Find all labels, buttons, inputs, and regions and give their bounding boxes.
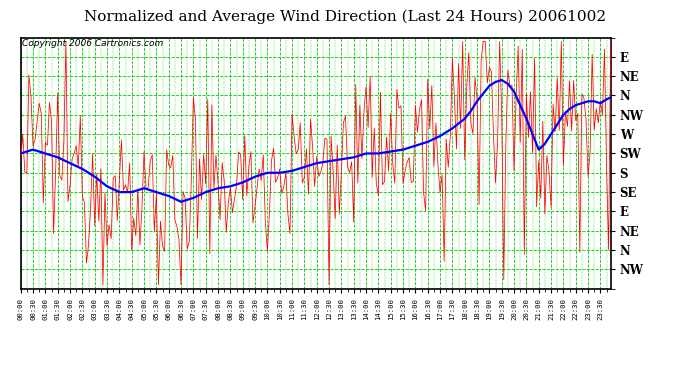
Text: Copyright 2006 Cartronics.com: Copyright 2006 Cartronics.com: [23, 39, 164, 48]
Text: Normalized and Average Wind Direction (Last 24 Hours) 20061002: Normalized and Average Wind Direction (L…: [84, 9, 606, 24]
